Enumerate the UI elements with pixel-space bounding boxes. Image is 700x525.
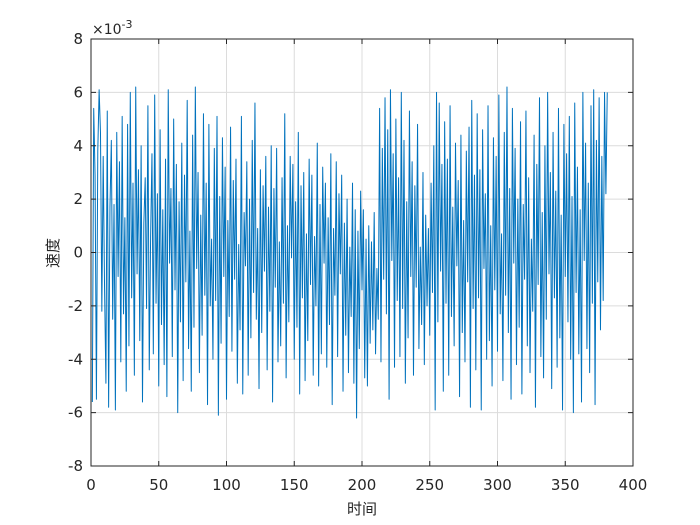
y-tick-label: 0 bbox=[73, 244, 83, 262]
x-tick-label: 250 bbox=[415, 476, 444, 494]
y-tick-label: -6 bbox=[68, 404, 83, 422]
y-tick-label: 4 bbox=[73, 137, 83, 155]
x-tick-label: 400 bbox=[619, 476, 648, 494]
x-tick-label: 150 bbox=[280, 476, 309, 494]
y-tick-labels: -8 -6 -4 -2 0 2 4 6 8 bbox=[68, 30, 83, 475]
x-tick-label: 0 bbox=[86, 476, 96, 494]
x-tick-label: 50 bbox=[149, 476, 168, 494]
y-tick-label: -4 bbox=[68, 350, 83, 368]
y-tick-label: 8 bbox=[73, 30, 83, 48]
series-group bbox=[91, 86, 608, 419]
tick-marks bbox=[90, 38, 634, 467]
x-tick-label: 200 bbox=[348, 476, 377, 494]
y-tick-label: -2 bbox=[68, 297, 83, 315]
y-tick-label: 6 bbox=[73, 83, 83, 101]
y-exponent-label: ×10-3 bbox=[92, 18, 133, 38]
x-tick-label: 300 bbox=[483, 476, 512, 494]
y-tick-label: 2 bbox=[73, 190, 83, 208]
x-tick-labels: 0 50 100 150 200 250 300 350 400 bbox=[86, 476, 647, 494]
y-axis-label: 速度 bbox=[44, 238, 62, 268]
x-tick-label: 350 bbox=[551, 476, 580, 494]
x-axis-label: 时间 bbox=[347, 500, 377, 518]
y-tick-label: -8 bbox=[68, 457, 83, 475]
series-line-1 bbox=[91, 86, 608, 419]
x-tick-label: 100 bbox=[212, 476, 241, 494]
